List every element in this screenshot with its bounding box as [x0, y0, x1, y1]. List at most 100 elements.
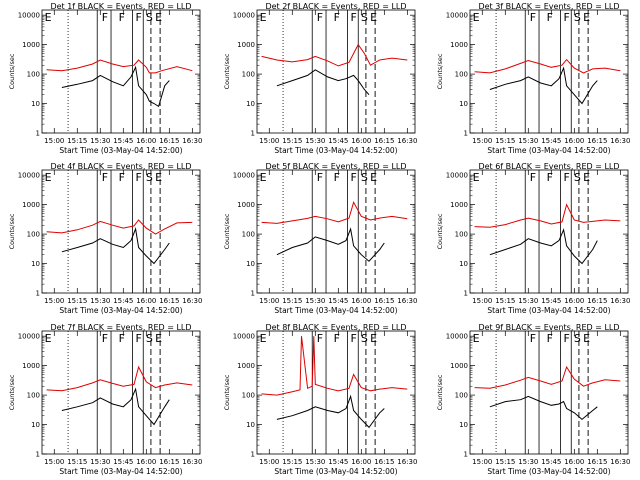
- x-tick-label: 16:30: [397, 297, 417, 305]
- events-series-line: [489, 228, 598, 265]
- region-letter: F: [317, 332, 323, 345]
- x-tick-label: 16:15: [159, 458, 179, 466]
- region-letter: S: [574, 171, 581, 184]
- panel-title: Det 7f BLACK = Events, RED = LLD: [50, 323, 191, 332]
- panel-2: Det 2f BLACK = Events, RED = LLD 1 10 100 10…: [223, 2, 417, 155]
- x-tick-label: 15:15: [495, 137, 515, 145]
- x-tick-label: 15:30: [518, 297, 538, 305]
- x-axis-label: Start Time (03-May-04 14:52:00): [487, 146, 610, 155]
- region-letter: E: [473, 332, 480, 345]
- region-letter: F: [135, 332, 141, 345]
- region-letter: E: [473, 11, 480, 24]
- events-series-line: [276, 69, 370, 96]
- y-tick-label: 10000: [18, 333, 40, 341]
- y-axis-label: Counts/sec: [8, 213, 16, 249]
- y-tick-label: 1: [251, 290, 255, 298]
- events-series-line: [276, 227, 385, 262]
- x-axis-label: Start Time (03-May-04 14:52:00): [59, 467, 182, 476]
- region-letter: F: [334, 171, 340, 184]
- x-tick-label: 15:00: [259, 137, 279, 145]
- y-tick-label: 10000: [233, 333, 255, 341]
- y-tick-label: 10: [246, 421, 255, 429]
- x-tick-label: 16:00: [136, 297, 156, 305]
- y-tick-label: 10: [246, 100, 255, 108]
- region-letter: S: [146, 171, 153, 184]
- y-tick-label: 10000: [18, 12, 40, 20]
- plot-frame: [469, 330, 629, 455]
- panel-title: Det 4f BLACK = Events, RED = LLD: [50, 162, 191, 171]
- region-letter: E: [45, 332, 52, 345]
- y-tick-label: 1000: [450, 41, 468, 49]
- x-tick-label: 16:30: [397, 458, 417, 466]
- y-tick-label: 10000: [446, 12, 468, 20]
- x-tick-label: 16:15: [587, 137, 607, 145]
- panel-3: Det 3f BLACK = Events, RED = LLD 1 10 100 10…: [436, 2, 630, 155]
- region-letter: E: [45, 11, 52, 24]
- region-letter: F: [563, 332, 569, 345]
- y-tick-label: 1: [36, 130, 40, 138]
- x-tick-label: 15:00: [44, 137, 64, 145]
- panel-7: Det 7f BLACK = Events, RED = LLD 1 10 100 10…: [8, 323, 202, 476]
- region-letter: F: [102, 332, 108, 345]
- region-letter: E: [155, 171, 162, 184]
- y-axis-label: Counts/sec: [8, 53, 16, 89]
- y-tick-label: 1000: [237, 362, 255, 370]
- x-tick-label: 16:15: [374, 297, 394, 305]
- region-letter: F: [102, 171, 108, 184]
- y-tick-label: 1000: [450, 362, 468, 370]
- x-tick-label: 15:45: [113, 297, 133, 305]
- plot-frame: [41, 9, 201, 134]
- region-letter: E: [370, 171, 377, 184]
- region-letter: F: [547, 11, 553, 24]
- panel-title: Det 3f BLACK = Events, RED = LLD: [478, 2, 619, 11]
- x-axis-label: Start Time (03-May-04 14:52:00): [274, 306, 397, 315]
- panel-9: Det 9f BLACK = Events, RED = LLD 1 10 100 10…: [436, 323, 630, 476]
- region-letter: E: [370, 332, 377, 345]
- x-tick-label: 15:45: [328, 458, 348, 466]
- x-tick-label: 16:15: [587, 458, 607, 466]
- x-tick-label: 15:30: [90, 297, 110, 305]
- y-tick-label: 100: [455, 231, 468, 239]
- x-axis-label: Start Time (03-May-04 14:52:00): [274, 146, 397, 155]
- x-tick-label: 15:45: [113, 137, 133, 145]
- panel-4: Det 4f BLACK = Events, RED = LLD 1 10 100 10…: [8, 162, 202, 315]
- region-letter: S: [574, 332, 581, 345]
- x-tick-label: 16:00: [136, 137, 156, 145]
- x-tick-label: 15:30: [305, 137, 325, 145]
- x-tick-label: 16:30: [182, 458, 202, 466]
- region-letter: E: [155, 332, 162, 345]
- lld-series-line: [261, 200, 408, 224]
- y-axis-label: Counts/sec: [8, 374, 16, 410]
- lld-series-line: [474, 58, 621, 74]
- panel-title: Det 2f BLACK = Events, RED = LLD: [265, 2, 406, 11]
- y-tick-label: 1000: [237, 41, 255, 49]
- x-tick-label: 15:30: [518, 458, 538, 466]
- x-tick-label: 15:45: [541, 137, 561, 145]
- x-tick-label: 15:30: [90, 458, 110, 466]
- region-letter: F: [563, 11, 569, 24]
- x-tick-label: 16:00: [351, 458, 371, 466]
- panel-5: Det 5f BLACK = Events, RED = LLD 1 10 100 10…: [223, 162, 417, 315]
- y-tick-label: 100: [27, 392, 40, 400]
- y-tick-label: 10: [459, 421, 468, 429]
- region-letter: E: [473, 171, 480, 184]
- lld-series-line: [474, 365, 621, 389]
- y-tick-label: 10000: [18, 172, 40, 180]
- y-tick-label: 10000: [233, 172, 255, 180]
- panel-6: Det 6f BLACK = Events, RED = LLD 1 10 100 10…: [436, 162, 630, 315]
- y-tick-label: 100: [242, 231, 255, 239]
- region-letter: F: [135, 11, 141, 24]
- x-tick-label: 16:15: [159, 137, 179, 145]
- region-letter: E: [260, 11, 267, 24]
- region-letter: S: [361, 332, 368, 345]
- region-letter: E: [260, 332, 267, 345]
- x-tick-label: 16:15: [374, 458, 394, 466]
- panel-title: Det 5f BLACK = Events, RED = LLD: [265, 162, 406, 171]
- events-series-line: [276, 394, 385, 429]
- x-tick-label: 15:15: [67, 458, 87, 466]
- region-letter: F: [547, 332, 553, 345]
- region-letter: F: [530, 332, 536, 345]
- y-tick-label: 1: [464, 130, 468, 138]
- plot-frame: [256, 169, 416, 294]
- region-letter: S: [361, 171, 368, 184]
